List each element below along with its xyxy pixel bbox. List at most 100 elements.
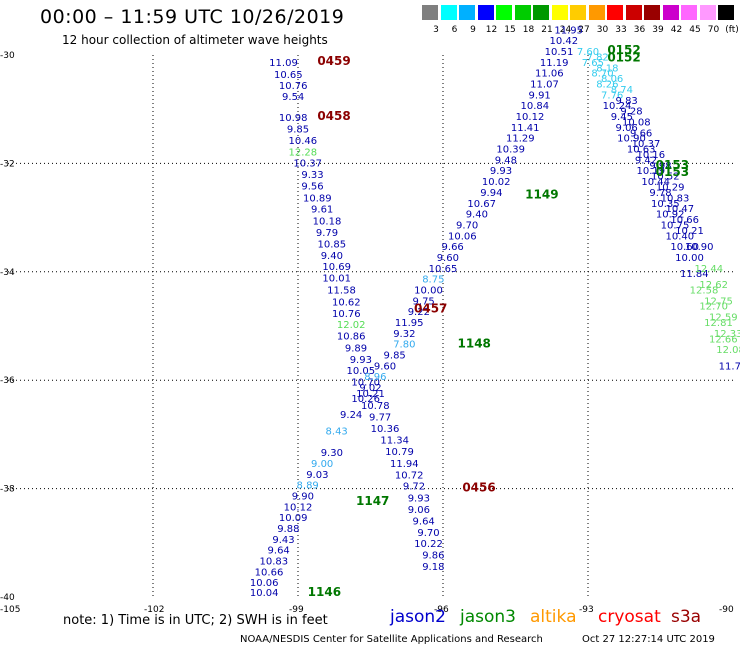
wave-height-value: 10.63 xyxy=(627,145,656,156)
wave-height-value: 9.91 xyxy=(529,90,551,101)
wave-height-value: 10.29 xyxy=(656,183,685,194)
wave-height-value: 11.09 xyxy=(269,58,298,69)
scale-swatch xyxy=(681,5,697,20)
wave-height-value: 10.90 xyxy=(617,134,646,145)
wave-height-value: 10.00 xyxy=(675,253,704,264)
wave-height-value: 12.33 xyxy=(714,329,740,340)
wave-height-value: 11.58 xyxy=(327,285,356,296)
wave-height-value: 7.60 xyxy=(577,47,599,58)
wave-height-value: 9.77 xyxy=(369,412,391,423)
wave-height-value: 10.22 xyxy=(414,539,443,550)
wave-height-value: 9.48 xyxy=(495,155,517,166)
wave-height-value: 10.86 xyxy=(337,332,366,343)
generated-timestamp: Oct 27 12:27:14 UTC 2019 xyxy=(582,634,715,645)
wave-height-value: 10.24 xyxy=(603,101,632,112)
wave-height-value: 10.69 xyxy=(322,262,351,273)
wave-height-value: 10.06 xyxy=(448,231,477,242)
wave-height-value: 10.37 xyxy=(293,159,322,170)
wave-height-value: 9.78 xyxy=(649,188,671,199)
scale-label: 36 xyxy=(633,25,646,35)
scale-label: 45 xyxy=(689,25,701,35)
scale-label: 15 xyxy=(504,25,516,35)
wave-height-value: 10.26 xyxy=(351,394,380,405)
wave-height-value: 7.80 xyxy=(393,340,415,351)
wave-height-value: 9.72 xyxy=(403,482,425,493)
pass-time-label: 0152 xyxy=(607,43,640,57)
wave-height-value: 10.00 xyxy=(414,285,443,296)
scale-label: 12 xyxy=(485,25,498,35)
scale-label: 27 xyxy=(578,25,590,35)
scale-swatch xyxy=(607,5,623,20)
wave-height-value: 9.45 xyxy=(611,112,633,123)
wave-height-value: 10.44 xyxy=(641,177,670,188)
scale-swatch xyxy=(533,5,549,20)
latitude-tick-label: -40 xyxy=(0,593,15,603)
wave-height-value: 8.70 xyxy=(591,69,613,80)
wave-height-value: 9.98 xyxy=(649,161,671,172)
footer-note: note: 1) Time is in UTC; 2) SWH is in fe… xyxy=(63,613,328,628)
wave-height-value: 10.01 xyxy=(322,274,351,285)
wave-height-value: 10.52 xyxy=(651,172,680,183)
wave-height-value: 10.51 xyxy=(545,47,574,58)
wave-height-value: 10.37 xyxy=(632,139,661,150)
longitude-tick-label: -90 xyxy=(719,605,734,615)
pass-time-label: 0153 xyxy=(656,165,689,179)
scale-label: 39 xyxy=(652,25,664,35)
scale-label: 24 xyxy=(559,25,572,35)
wave-height-value: 11.29 xyxy=(506,134,535,145)
wave-height-value: 7.76 xyxy=(601,90,623,101)
wave-height-value: 10.84 xyxy=(521,101,550,112)
wave-height-value: 9.42 xyxy=(635,155,657,166)
scale-label: 70 xyxy=(707,25,720,35)
wave-height-value: 9.22 xyxy=(408,307,430,318)
pass-time-label: 1149 xyxy=(525,188,558,202)
wave-height-value: 12.02 xyxy=(337,320,366,331)
wave-height-value: 10.66 xyxy=(255,567,284,578)
wave-height-value: 10.36 xyxy=(371,424,400,435)
pass-time-label: 0458 xyxy=(317,109,350,123)
wave-height-value: 9.88 xyxy=(277,524,299,535)
scale-swatch xyxy=(662,5,679,20)
scale-swatch xyxy=(625,5,642,20)
wave-height-value: 9.83 xyxy=(616,96,638,107)
wave-height-value: 9.70 xyxy=(417,528,439,539)
page-subtitle: 12 hour collection of altimeter wave hei… xyxy=(62,33,328,47)
scale-label: 42 xyxy=(670,25,683,35)
latitude-tick-label: -36 xyxy=(0,376,15,386)
longitude-tick-label: -102 xyxy=(144,605,164,615)
latitude-tick-label: -38 xyxy=(0,485,15,495)
wave-height-value: 10.92 xyxy=(656,210,685,221)
pass-time-label: 0152 xyxy=(607,51,640,65)
wave-height-value: 10.35 xyxy=(651,199,680,210)
wave-height-value: 10.76 xyxy=(332,309,361,320)
wave-height-value: 9.93 xyxy=(350,355,372,366)
scale-swatch xyxy=(459,5,475,20)
wave-height-value: 9.86 xyxy=(422,551,444,562)
wave-height-value: 8.43 xyxy=(326,426,348,437)
wave-height-value: 9.33 xyxy=(301,170,323,181)
wave-height-value: 12.70 xyxy=(699,302,728,313)
wave-height-value: 9.43 xyxy=(272,535,294,546)
satellite-altika: altika xyxy=(530,607,577,627)
page-title: 00:00 – 11:59 UTC 10/26/2019 xyxy=(40,6,345,28)
scale-label: 30 xyxy=(596,25,609,35)
wave-height-value: 10.09 xyxy=(279,513,308,524)
scale-label: 3 xyxy=(433,25,439,35)
wave-height-value: 12.66 xyxy=(709,334,738,345)
longitude-tick-label: -105 xyxy=(0,605,20,615)
wave-height-value: 9.79 xyxy=(316,228,338,239)
wave-height-value: 7.65 xyxy=(582,58,604,69)
pass-time-label: 0459 xyxy=(317,54,350,68)
scale-label: 33 xyxy=(615,25,627,35)
wave-height-value: 10.04 xyxy=(250,588,279,599)
wave-height-value: 9.06 xyxy=(616,123,638,134)
scale-swatch xyxy=(644,5,660,20)
wave-height-value: 10.62 xyxy=(332,297,361,308)
wave-height-value: 11.41 xyxy=(511,123,540,134)
scale-swatch xyxy=(477,5,494,20)
pass-time-label: 0456 xyxy=(462,480,495,494)
scale-swatch xyxy=(570,5,586,20)
wave-height-value: 9.61 xyxy=(311,205,333,216)
wave-height-value: 10.39 xyxy=(496,145,525,156)
